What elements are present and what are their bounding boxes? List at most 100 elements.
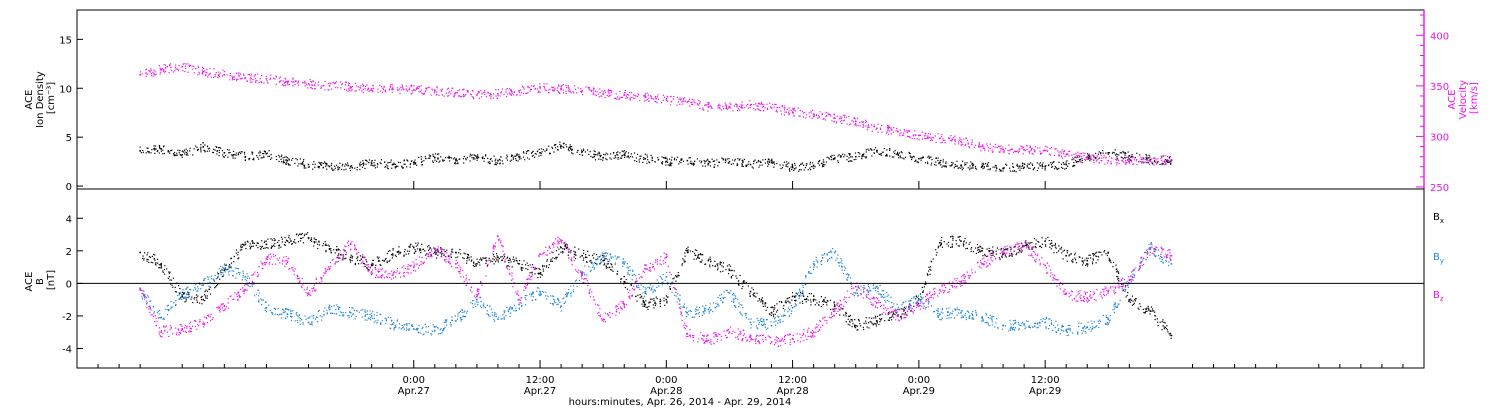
- scatter-sample: [152, 253, 155, 256]
- top-right-tick-label: 300: [1430, 132, 1449, 143]
- scatter-sample: [915, 298, 917, 300]
- scatter-sample: [643, 100, 646, 102]
- scatter-sample: [799, 115, 801, 117]
- scatter-sample: [762, 301, 764, 303]
- scatter-sample: [643, 95, 645, 97]
- scatter-sample: [495, 158, 497, 160]
- scatter-sample: [155, 262, 157, 264]
- scatter-sample: [794, 300, 797, 302]
- scatter-sample: [1121, 159, 1123, 162]
- scatter-sample: [311, 84, 314, 86]
- scatter-sample: [830, 155, 832, 158]
- scatter-sample: [727, 273, 730, 275]
- scatter-sample: [583, 257, 585, 259]
- scatter-sample: [409, 244, 411, 246]
- scatter-sample: [709, 258, 711, 260]
- scatter-sample: [181, 297, 183, 299]
- scatter-sample: [463, 155, 465, 158]
- scatter-sample: [567, 251, 570, 253]
- scatter-sample: [958, 167, 960, 169]
- scatter-sample: [601, 254, 604, 256]
- scatter-sample: [401, 84, 403, 86]
- scatter-sample: [413, 161, 415, 163]
- scatter-sample: [222, 272, 224, 274]
- data-point: [497, 318, 499, 320]
- scatter-sample: [614, 97, 616, 99]
- scatter-sample: [391, 167, 393, 169]
- scatter-sample: [142, 149, 144, 152]
- scatter-sample: [552, 86, 554, 89]
- scatter-sample: [745, 105, 748, 107]
- scatter-sample: [699, 102, 701, 104]
- scatter-sample: [766, 103, 768, 105]
- scatter-sample: [168, 71, 170, 74]
- scatter-sample: [194, 297, 196, 299]
- scatter-sample: [871, 317, 873, 319]
- data-point: [686, 311, 689, 314]
- scatter-sample: [599, 156, 602, 158]
- scatter-sample: [518, 158, 521, 160]
- scatter-sample: [569, 90, 572, 92]
- scatter-sample: [846, 123, 848, 125]
- scatter-sample: [513, 91, 515, 94]
- scatter-sample: [1026, 148, 1028, 151]
- scatter-sample: [240, 245, 242, 248]
- scatter-sample: [871, 322, 873, 324]
- scatter-sample: [270, 74, 272, 76]
- scatter-sample: [845, 312, 848, 315]
- scatter-sample: [148, 151, 150, 153]
- scatter-sample: [554, 147, 557, 149]
- scatter-sample: [259, 78, 261, 80]
- scatter-sample: [473, 154, 476, 156]
- scatter-sample: [647, 308, 649, 310]
- scatter-sample: [810, 110, 812, 112]
- scatter-sample: [809, 163, 811, 165]
- scatter-sample: [832, 308, 834, 311]
- scatter-sample: [1048, 164, 1050, 166]
- scatter-sample: [1066, 250, 1068, 252]
- scatter-sample: [776, 109, 778, 111]
- scatter-sample: [195, 67, 197, 70]
- scatter-sample: [186, 293, 188, 295]
- data-point: [1128, 298, 1131, 301]
- scatter-sample: [322, 162, 324, 165]
- scatter-sample: [239, 151, 241, 153]
- scatter-sample: [1019, 165, 1021, 167]
- scatter-sample: [184, 151, 186, 153]
- scatter-sample: [150, 74, 153, 77]
- scatter-sample: [1130, 159, 1133, 162]
- scatter-sample: [479, 297, 481, 299]
- scatter-sample: [913, 305, 915, 307]
- scatter-sample: [322, 242, 325, 245]
- scatter-sample: [534, 88, 536, 90]
- scatter-sample: [1000, 247, 1002, 250]
- scatter-sample: [779, 106, 781, 109]
- scatter-sample: [568, 88, 570, 90]
- scatter-sample: [364, 311, 366, 313]
- scatter-sample: [345, 81, 348, 83]
- scatter-sample: [994, 143, 997, 146]
- scatter-sample: [396, 89, 399, 91]
- scatter-sample: [365, 159, 367, 162]
- scatter-sample: [893, 156, 895, 158]
- scatter-sample: [761, 298, 763, 300]
- scatter-sample: [284, 241, 287, 243]
- scatter-sample: [791, 164, 793, 166]
- data-point: [791, 166, 794, 169]
- data-point: [160, 263, 162, 265]
- scatter-sample: [1073, 153, 1075, 155]
- scatter-sample: [1148, 160, 1150, 162]
- scatter-sample: [827, 114, 829, 116]
- scatter-sample: [429, 252, 431, 254]
- scatter-sample: [739, 274, 741, 277]
- scatter-sample: [571, 149, 573, 152]
- scatter-sample: [1058, 250, 1060, 252]
- scatter-sample: [444, 251, 447, 253]
- scatter-sample: [742, 281, 744, 283]
- scatter-sample: [463, 95, 465, 97]
- scatter-sample: [741, 105, 743, 107]
- scatter-sample: [153, 69, 155, 71]
- scatter-sample: [745, 165, 747, 167]
- scatter-sample: [520, 158, 522, 160]
- scatter-sample: [1054, 148, 1056, 150]
